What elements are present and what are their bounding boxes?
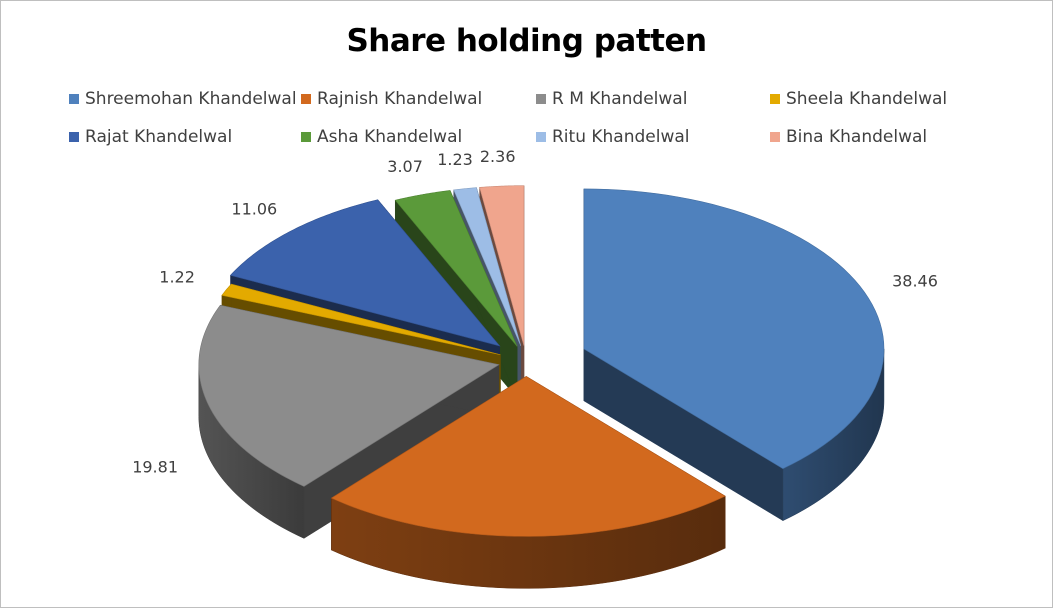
legend-item: Rajnish Khandelwal	[301, 89, 482, 109]
chart-title: Share holding patten	[346, 23, 707, 59]
data-label: 19.81	[132, 457, 178, 476]
data-label: 2.36	[480, 147, 516, 166]
data-label: 1.22	[159, 267, 195, 286]
legend-swatch	[770, 132, 780, 142]
legend-swatch	[770, 94, 780, 104]
legend-label: Shreemohan Khandelwal	[85, 89, 297, 109]
pie-slice	[198, 304, 500, 539]
legend-swatch	[301, 94, 311, 104]
legend-swatch	[536, 94, 546, 104]
legend-item: Rajat Khandelwal	[69, 127, 232, 147]
legend-label: Asha Khandelwal	[317, 127, 463, 147]
legend-item: R M Khandelwal	[536, 89, 687, 109]
legend-label: R M Khandelwal	[552, 89, 688, 109]
legend-label: Rajat Khandelwal	[85, 127, 233, 147]
legend-swatch	[69, 132, 79, 142]
legend-item: Asha Khandelwal	[301, 127, 462, 147]
data-label: 3.07	[387, 157, 423, 176]
legend-swatch	[536, 132, 546, 142]
legend-swatch	[301, 132, 311, 142]
legend-item: Bina Khandelwal	[770, 127, 927, 147]
legend-label: Rajnish Khandelwal	[317, 89, 483, 109]
legend-label: Sheela Khandelwal	[786, 89, 948, 109]
data-label: 1.23	[437, 150, 473, 169]
data-label: 11.06	[231, 199, 277, 218]
legend-item: Shreemohan Khandelwal	[69, 89, 297, 109]
legend-label: Ritu Khandelwal	[552, 127, 690, 147]
pie-slice	[330, 375, 726, 589]
legend-item: Ritu Khandelwal	[536, 127, 690, 147]
data-label: 38.46	[892, 271, 938, 290]
legend-item: Sheela Khandelwal	[770, 89, 947, 109]
legend-swatch	[69, 94, 79, 104]
legend-label: Bina Khandelwal	[786, 127, 928, 147]
pie-slice	[583, 188, 885, 522]
